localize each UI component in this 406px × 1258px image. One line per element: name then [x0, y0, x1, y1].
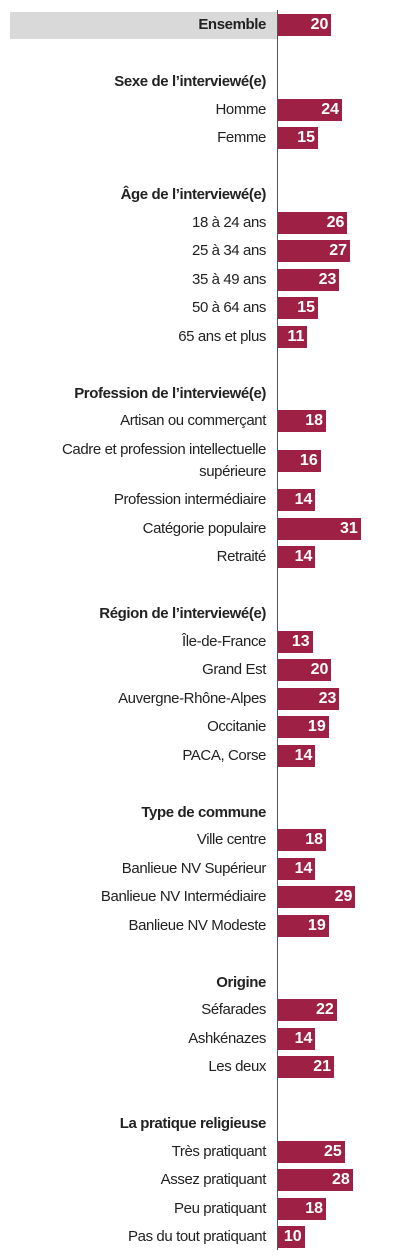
value-label: 26: [326, 213, 345, 231]
category-label: Cadre et profession intellectuelle supér…: [61, 440, 266, 480]
category-label: Occitanie: [207, 718, 266, 735]
bar: [278, 517, 361, 540]
bar: [278, 98, 343, 121]
value-label: 13: [291, 632, 310, 650]
category-label: Banlieue NV Modeste: [128, 916, 267, 934]
bar: [278, 14, 332, 36]
bar: [278, 268, 340, 291]
category-label: Retraité: [216, 548, 267, 565]
value-label: 25: [323, 1142, 342, 1160]
value-label: 22: [315, 1001, 334, 1018]
category-label: 25 à 34 ans: [192, 242, 266, 259]
bar: [278, 1027, 316, 1050]
highlight-band: [10, 12, 277, 39]
value-label: 31: [339, 519, 358, 537]
value-label: 19: [307, 718, 326, 735]
value-label: 14: [294, 859, 313, 877]
category-label: Ville centre: [196, 831, 267, 848]
value-label: 18: [305, 412, 324, 429]
category-label: 65 ans et plus: [178, 327, 266, 345]
category-label: Île-de-France: [181, 632, 266, 650]
bar: [278, 1140, 345, 1163]
category-label: Peu pratiquant: [174, 1199, 266, 1217]
value-label: 21: [313, 1058, 332, 1075]
value-label: 28: [331, 1171, 350, 1188]
category-label: Artisan ou commerçant: [120, 412, 266, 429]
category-label: Profession intermédiaire: [113, 491, 267, 508]
category-label: Très pratiquant: [171, 1142, 267, 1160]
category-label: Assez pratiquant: [160, 1171, 267, 1188]
category-label: Auvergne-Rhône-Alpes: [118, 689, 266, 707]
value-label: 15: [297, 129, 316, 146]
bar: [278, 127, 319, 149]
value-label: 14: [294, 548, 313, 565]
bar: [278, 886, 356, 908]
value-label: 11: [287, 327, 305, 345]
group-title: Type de commune: [141, 803, 266, 821]
value-label: 18: [305, 831, 324, 848]
category-label: Les deux: [208, 1058, 266, 1075]
group-title: La pratique religieuse: [119, 1115, 267, 1132]
overall-label: Ensemble: [198, 16, 266, 33]
bar: [278, 687, 340, 710]
category-label: Femme: [217, 129, 266, 146]
bar: [278, 857, 316, 880]
category-label: 35 à 49 ans: [192, 270, 266, 288]
value-label: 27: [329, 242, 348, 259]
value-label: 24: [321, 100, 340, 118]
category-label: Banlieue NV Intermédiaire: [100, 888, 266, 905]
bar: [278, 914, 329, 937]
bar: [278, 999, 337, 1021]
group-title: Profession de l’interviewé(e): [74, 384, 266, 402]
bar: [278, 240, 351, 262]
bar: [278, 297, 319, 319]
value-label: 20: [310, 16, 329, 33]
bar: [278, 325, 308, 348]
value-label: 14: [294, 491, 313, 508]
value-label: 20: [310, 661, 329, 678]
value-label: 14: [294, 1029, 313, 1047]
bar: [278, 1056, 335, 1078]
bar: [278, 211, 348, 234]
bar: [278, 410, 327, 432]
value-label: 14: [294, 746, 313, 764]
category-label: Séfarades: [201, 1001, 266, 1018]
category-label: PACA, Corse: [182, 746, 266, 764]
value-label: 23: [318, 689, 337, 707]
group-title: Région de l’interviewé(e): [99, 605, 266, 622]
value-label: 18: [305, 1199, 324, 1217]
category-label: Pas du tout pratiquant: [128, 1228, 266, 1245]
category-label: Grand Est: [202, 661, 266, 678]
category-label: Homme: [215, 100, 266, 118]
bar: [278, 1169, 353, 1191]
category-label: Catégorie populaire: [142, 519, 267, 537]
bar: [278, 1226, 305, 1248]
bar: [278, 546, 316, 568]
group-title: Origine: [216, 973, 266, 991]
bar: [278, 716, 329, 738]
category-label: Banlieue NV Supérieur: [121, 859, 267, 877]
bar: [278, 659, 332, 681]
group-title: Sexe de l’interviewé(e): [114, 73, 266, 90]
axis-line: [277, 10, 278, 1250]
group-title: Âge de l’interviewé(e): [120, 186, 267, 203]
value-label: 15: [297, 299, 316, 316]
category-label: 50 à 64 ans: [192, 299, 266, 316]
category-label: 18 à 24 ans: [192, 213, 266, 231]
bar: [278, 489, 316, 511]
category-label: Ashkénazes: [188, 1029, 266, 1047]
bar: [278, 630, 313, 653]
bar: [278, 449, 321, 472]
value-label: 16: [299, 451, 318, 469]
bar: [278, 829, 327, 851]
bar: [278, 1197, 327, 1220]
value-label: 23: [318, 270, 337, 288]
value-label: 29: [334, 888, 353, 905]
value-label: 10: [283, 1228, 302, 1245]
value-label: 19: [307, 916, 326, 934]
bar: [278, 744, 316, 767]
